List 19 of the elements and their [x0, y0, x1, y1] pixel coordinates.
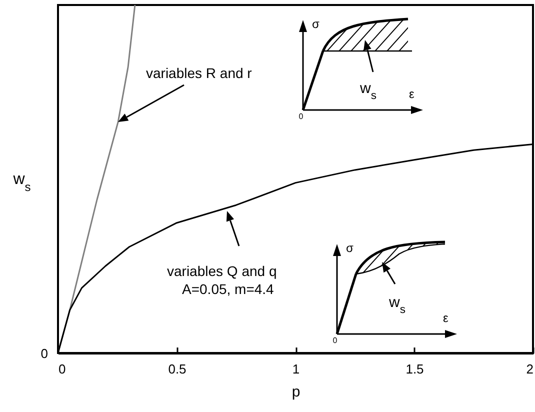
annotation: variables R and r: [146, 65, 252, 81]
annotation: 0: [298, 112, 304, 121]
annotation: w$_{s}$: [359, 80, 377, 102]
annotation: 0: [332, 336, 338, 345]
annotation: variables Q and q: [167, 263, 277, 279]
annotation: ε: [443, 311, 449, 325]
annotation: σ: [312, 17, 320, 31]
x-tick-label: 2: [526, 362, 534, 376]
x-tick-label: 0: [58, 362, 66, 376]
annotation: A=0.05, m=4.4: [182, 281, 274, 297]
annotation: σ: [346, 241, 354, 255]
y-axis-title: w$_{s}$: [12, 171, 31, 194]
x-tick-label: 1: [292, 362, 300, 376]
text: 0: [40, 346, 48, 361]
x-tick-label: 1.5: [406, 362, 424, 376]
x-tick-label: 0.5: [168, 362, 186, 376]
annotation: ε: [409, 87, 415, 101]
x-axis-title: p: [292, 384, 300, 400]
annotation: w$_{s}$: [388, 294, 406, 316]
